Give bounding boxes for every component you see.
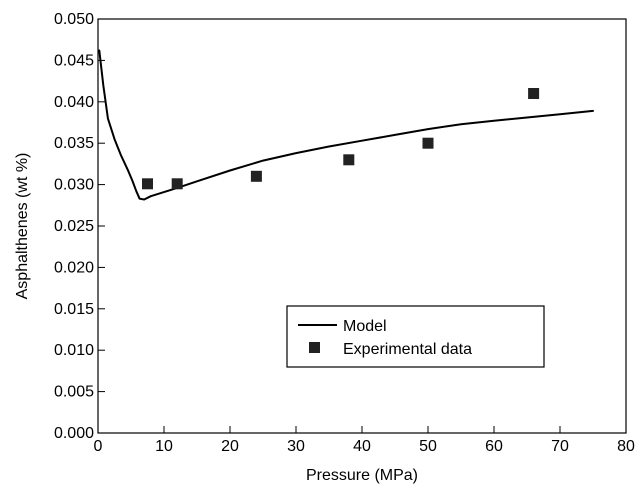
y-tick-label-9: 0.045 [54,52,94,69]
legend-experimental-marker [309,342,320,353]
x-tick-label-3: 30 [287,438,305,455]
y-tick-label-1: 0.005 [54,384,94,401]
ticks-layer: 0 10 20 30 40 50 60 70 80 0.000 0.005 0.010 0.015 0.0… [54,11,635,455]
x-tick-label-4: 40 [353,438,371,455]
experimental-point-3 [343,154,355,166]
y-tick-label-3: 0.015 [54,301,94,318]
x-tick-label-0: 0 [94,438,103,455]
legend-experimental-label: Experimental data [343,341,472,358]
x-tick-label-8: 80 [617,438,635,455]
y-tick-label-8: 0.040 [54,94,94,111]
experimental-point-0 [142,178,153,190]
x-tick-label-1: 10 [155,438,173,455]
x-tick-label-6: 60 [485,438,503,455]
y-tick-label-6: 0.030 [54,177,94,194]
x-tick-label-7: 70 [551,438,569,455]
x-tick-label-5: 50 [419,438,437,455]
y-tick-label-0: 0.000 [54,425,94,442]
y-tick-label-4: 0.020 [54,259,94,276]
y-tick-label-7: 0.035 [54,135,94,152]
legend-model-label: Model [343,318,387,335]
x-axis-label: Pressure (MPa) [306,467,418,484]
y-tick-label-10: 0.050 [54,11,94,28]
model-series-line [98,49,594,201]
y-tick-label-5: 0.025 [54,218,94,235]
experimental-point-5 [528,88,540,99]
x-tick-label-2: 20 [221,438,239,455]
legend: Model Experimental data [286,305,545,368]
experimental-point-1 [171,178,183,190]
plot-area-frame [97,18,627,434]
y-tick-label-2: 0.010 [54,342,94,359]
y-axis-label: Asphalthenes (wt %) [14,153,31,300]
legend-box [286,305,545,368]
experimental-point-4 [422,137,434,149]
series-layer [98,49,594,201]
experimental-point-2 [250,170,262,182]
